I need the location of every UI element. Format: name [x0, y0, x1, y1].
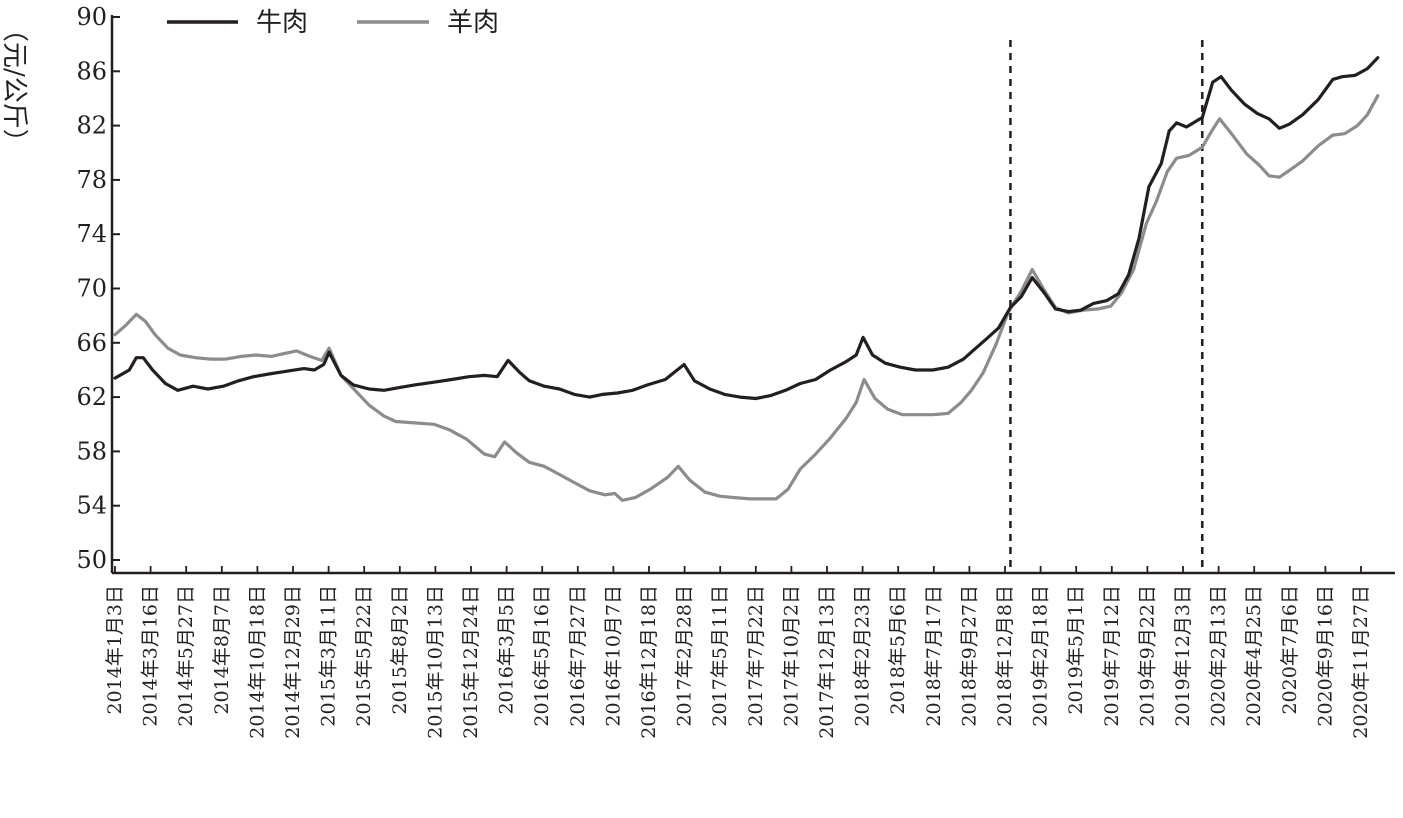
- x-tick-label: 2016年5月16日: [531, 585, 553, 727]
- x-tick-label: 2020年7月6日: [1279, 585, 1301, 715]
- x-tick-label: 2015年8月2日: [389, 585, 411, 715]
- x-tick-label: 2018年2月23日: [852, 585, 874, 727]
- x-tick-label: 2017年10月2日: [780, 585, 802, 727]
- plot-lines: [113, 56, 1380, 502]
- y-axis-label: （元/公斤）: [0, 16, 29, 155]
- x-tick-label: 2015年5月22日: [353, 585, 375, 727]
- x-tick-label: 2014年8月7日: [211, 585, 233, 715]
- x-tick-label: 2016年10月7日: [602, 585, 624, 727]
- x-tick-label: 2018年7月17日: [923, 585, 945, 727]
- x-tick-label: 2016年7月27日: [567, 585, 589, 727]
- x-tick-label: 2019年5月1日: [1065, 585, 1087, 715]
- y-tick-label: 82: [76, 112, 107, 140]
- x-tick-label: 2014年5月27日: [175, 585, 197, 727]
- y-tick-label: 74: [76, 220, 107, 248]
- legend: 牛肉 羊肉: [167, 8, 499, 38]
- x-tick-label: 2014年1月3日: [104, 585, 126, 715]
- y-tick-label: 66: [76, 329, 107, 357]
- x-tick-label: 2019年9月22日: [1136, 585, 1158, 727]
- x-tick-label: 2014年12月29日: [282, 585, 304, 739]
- x-tick-label: 2017年5月11日: [709, 585, 731, 727]
- x-tick-label: 2015年3月11日: [318, 585, 340, 727]
- x-tick-label: 2020年2月13日: [1208, 585, 1230, 727]
- x-tick-label: 2017年2月28日: [674, 585, 696, 727]
- y-tick-label: 50: [76, 546, 107, 574]
- x-tick-label: 2019年12月3日: [1172, 585, 1194, 727]
- x-tick-label: 2015年12月24日: [460, 585, 482, 739]
- y-tick-label: 58: [76, 437, 107, 465]
- y-axis-label-text: （元/公斤）: [0, 16, 29, 155]
- y-tick-label: 86: [76, 57, 107, 85]
- y-tick-label: 78: [76, 166, 107, 194]
- mutton-price-line: [113, 94, 1380, 502]
- x-tick-label: 2014年3月16日: [140, 585, 162, 727]
- x-tick-label: 2019年7月12日: [1101, 585, 1123, 727]
- legend-label-mutton: 羊肉: [447, 8, 499, 38]
- x-tick-label: 2019年2月18日: [1030, 585, 1052, 727]
- x-tick-label: 2018年5月6日: [887, 585, 909, 715]
- x-tick-label: 2020年9月16日: [1314, 585, 1336, 727]
- y-tick-label: 90: [76, 3, 107, 31]
- x-tick-label: 2020年4月25日: [1243, 585, 1265, 727]
- x-axis: 2014年1月3日 2014年3月16日 2014年5月27日 2014年8月7日 20…: [104, 566, 1395, 739]
- y-tick-label: 62: [76, 383, 107, 411]
- x-tick-label: 2017年7月22日: [745, 585, 767, 727]
- y-tick-label: 54: [76, 492, 107, 520]
- x-tick-label: 2015年10月13日: [424, 585, 446, 739]
- y-tick-label: 70: [76, 275, 107, 303]
- beef-price-line: [113, 56, 1380, 401]
- x-tick-label: 2020年11月27日: [1350, 585, 1372, 739]
- x-tick-label: 2016年3月5日: [496, 585, 518, 715]
- legend-label-beef: 牛肉: [256, 8, 308, 38]
- x-tick-label: 2018年9月27日: [958, 585, 980, 727]
- x-tick-label: 2014年10月18日: [246, 585, 268, 739]
- x-tick-label: 2017年12月13日: [816, 585, 838, 739]
- x-tick-label: 2016年12月18日: [638, 585, 660, 739]
- x-tick-label: 2018年12月8日: [994, 585, 1016, 727]
- y-axis: 50 54 58 62 66 70 74 78 82 86 90: [76, 3, 120, 574]
